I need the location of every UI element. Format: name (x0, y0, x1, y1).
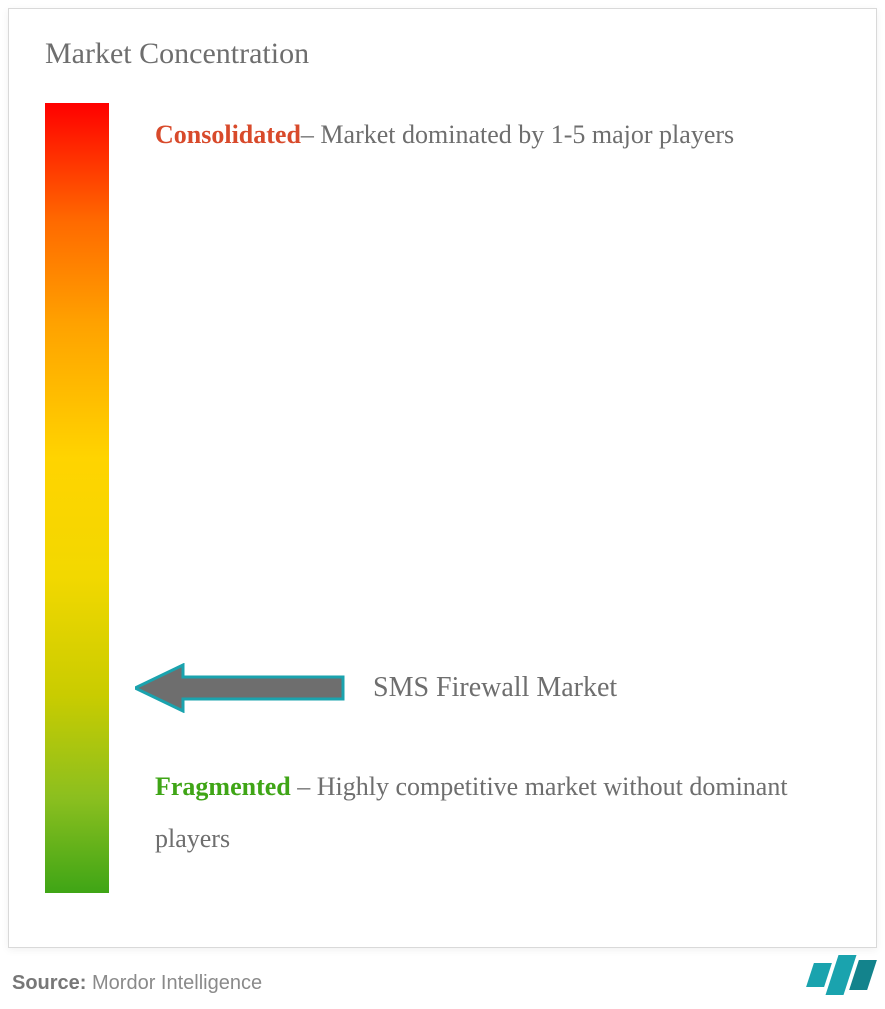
market-pointer-row: SMS Firewall Market (135, 663, 617, 713)
left-arrow-icon (135, 663, 345, 713)
source-value: Mordor Intelligence (86, 972, 262, 994)
fragmented-label: Fragmented – Highly competitive market w… (155, 761, 855, 865)
consolidated-label: Consolidated– Market dominated by 1-5 ma… (155, 109, 845, 161)
source-attribution: Source: Mordor Intelligence (12, 972, 262, 995)
consolidated-desc: – Market dominated by 1-5 major players (301, 120, 734, 149)
chart-content: Consolidated– Market dominated by 1-5 ma… (45, 103, 840, 923)
source-label: Source: (12, 972, 86, 994)
fragmented-term: Fragmented (155, 772, 291, 801)
footer: Source: Mordor Intelligence (12, 955, 872, 995)
mordor-logo-icon (810, 955, 872, 995)
concentration-gradient-bar (45, 103, 109, 893)
arrow-shape (135, 665, 343, 711)
chart-title: Market Concentration (45, 37, 840, 71)
infographic-card: Market Concentration Consolidated– Marke… (8, 8, 877, 948)
market-name-label: SMS Firewall Market (373, 672, 617, 704)
consolidated-term: Consolidated (155, 120, 301, 149)
